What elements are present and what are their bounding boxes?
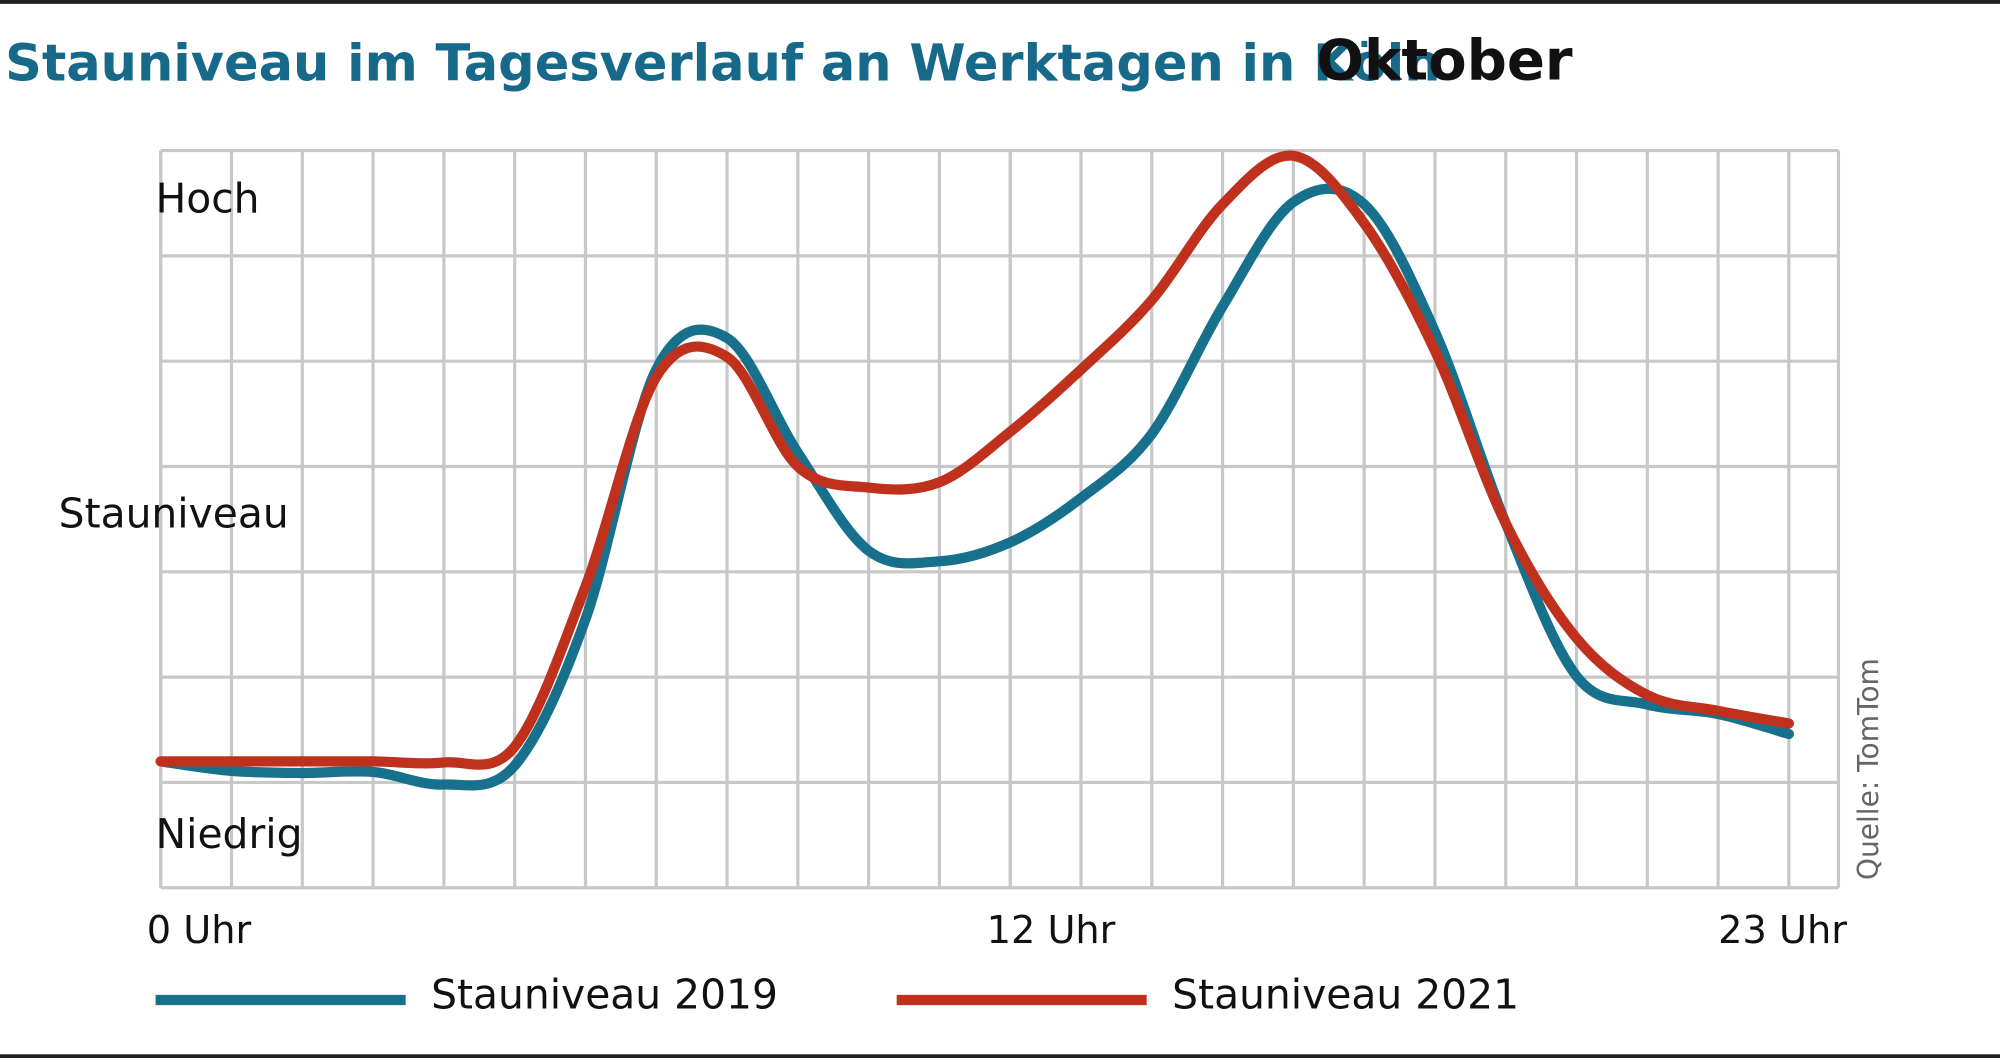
chart-subtitle: Oktober — [1316, 28, 1573, 93]
y-axis-label: Stauniveau — [59, 490, 289, 538]
series-line — [155, 183, 1795, 791]
legend-label: Stauniveau 2021 — [1172, 970, 1519, 1018]
y-label-low: Niedrig — [156, 810, 303, 858]
x-tick-label: 23 Uhr — [1718, 908, 1847, 953]
y-label-high: Hoch — [156, 175, 260, 223]
x-tick-label: 0 Uhr — [147, 908, 252, 953]
x-tick-label: 12 Uhr — [987, 908, 1116, 953]
chart-title: Stauniveau im Tagesverlauf an Werktagen … — [5, 34, 1441, 93]
legend-label: Stauniveau 2019 — [431, 970, 778, 1018]
source: Quelle: TomTom — [1852, 658, 1885, 880]
series-line — [155, 150, 1795, 770]
